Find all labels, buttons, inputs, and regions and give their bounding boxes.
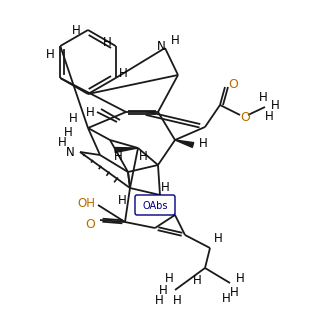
Text: N: N <box>66 145 74 159</box>
Text: H: H <box>58 136 67 149</box>
Polygon shape <box>175 140 194 147</box>
Text: H: H <box>259 90 267 103</box>
Text: H: H <box>119 67 128 79</box>
Text: H: H <box>114 150 122 162</box>
Text: H: H <box>159 284 167 297</box>
Text: O: O <box>228 78 238 90</box>
Text: H: H <box>193 274 201 287</box>
FancyBboxPatch shape <box>135 195 175 215</box>
Text: H: H <box>199 137 208 150</box>
Text: H: H <box>71 24 80 36</box>
Text: N: N <box>157 39 166 53</box>
Text: H: H <box>46 47 55 60</box>
Text: H: H <box>155 294 164 307</box>
Text: H: H <box>222 291 230 305</box>
Text: O: O <box>240 110 250 123</box>
Text: H: H <box>103 36 112 48</box>
Text: H: H <box>236 272 244 285</box>
Text: OAbs: OAbs <box>142 201 168 211</box>
Text: O: O <box>85 217 95 231</box>
Polygon shape <box>115 148 138 152</box>
Text: H: H <box>173 294 181 307</box>
Text: H: H <box>161 181 169 193</box>
Text: H: H <box>118 193 126 206</box>
Text: H: H <box>86 106 94 119</box>
Text: H: H <box>264 109 273 122</box>
Text: OH: OH <box>77 196 95 210</box>
Text: H: H <box>213 232 222 245</box>
Text: H: H <box>165 272 173 285</box>
Text: H: H <box>230 287 238 299</box>
Text: H: H <box>69 111 77 124</box>
Text: H: H <box>170 34 179 47</box>
Text: H: H <box>271 99 279 111</box>
Text: H: H <box>64 126 72 139</box>
Text: H: H <box>139 150 147 162</box>
